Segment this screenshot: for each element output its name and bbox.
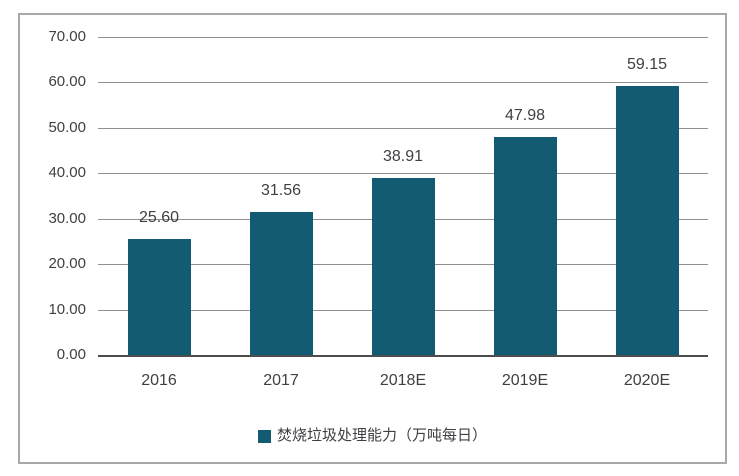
x-tick-label-2020E: 2020E: [623, 372, 671, 389]
bar-2017: [249, 211, 313, 355]
y-tick-label: 30.00: [48, 209, 86, 227]
legend: 焚烧垃圾处理能力（万吨每日）: [20, 427, 725, 445]
bar-2018E: [371, 178, 435, 355]
legend-swatch-icon: [257, 429, 271, 443]
value-label-2020E: 59.15: [626, 56, 668, 74]
gridline: [98, 173, 708, 175]
y-tick-label: 20.00: [48, 255, 86, 273]
value-label-2017: 31.56: [260, 181, 302, 199]
gridline: [98, 82, 708, 84]
gridline: [98, 37, 708, 38]
y-tick-label: 60.00: [48, 73, 86, 91]
value-label-2016: 25.60: [138, 208, 180, 226]
x-tick-label-2018E: 2018E: [379, 372, 427, 389]
gridline: [98, 127, 708, 129]
x-tick-label-2017: 2017: [263, 372, 299, 389]
legend-series-label: 焚烧垃圾处理能力（万吨每日）: [276, 427, 487, 444]
x-tick-label-2016: 2016: [141, 372, 177, 389]
y-tick-label: 70.00: [48, 28, 86, 45]
chart-frame: 70.00 60.00 50.00 40.00 30.00 20.00 10.00 0.00 …: [18, 13, 727, 464]
bar-2016: [127, 238, 191, 355]
bar-2019E: [493, 137, 557, 355]
y-tick-label: 40.00: [48, 164, 86, 182]
y-tick-label: 10.00: [48, 300, 86, 318]
value-label-2018E: 38.91: [382, 148, 424, 166]
plot-area: [98, 37, 708, 357]
x-axis-line: [98, 355, 708, 357]
value-label-2019E: 47.98: [504, 107, 546, 125]
y-tick-label: 50.00: [48, 118, 86, 136]
x-tick-label-2019E: 2019E: [501, 372, 549, 389]
bar-2020E: [615, 86, 679, 355]
y-tick-label: 0.00: [56, 346, 86, 363]
